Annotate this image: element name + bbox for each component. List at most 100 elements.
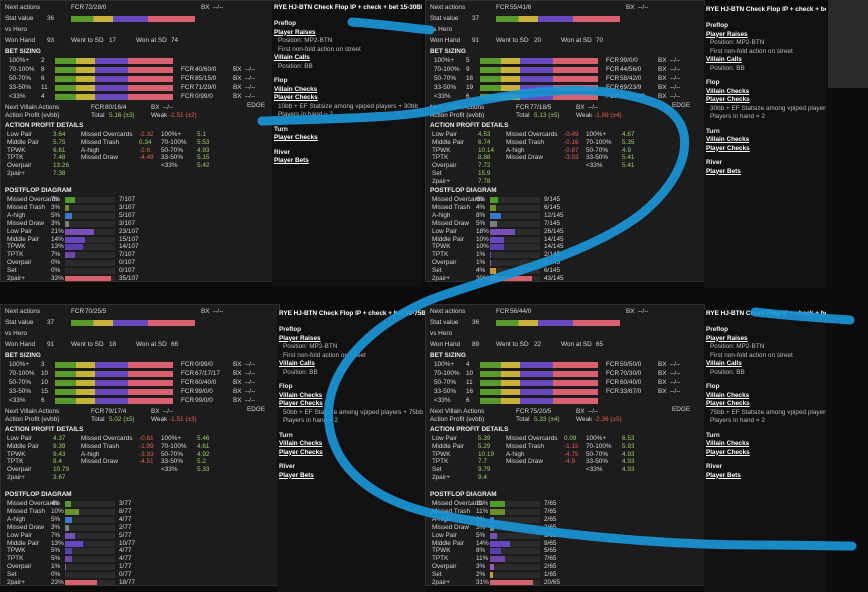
size-label: 70-100% — [434, 66, 460, 73]
value: 37 — [472, 15, 480, 22]
profit-value: -2.6 — [139, 146, 151, 154]
label: BX — [626, 308, 635, 315]
value: --/-- — [213, 308, 224, 315]
hand-bar — [490, 516, 495, 523]
size-label: <33% — [9, 93, 26, 100]
profit-value: 9.4 — [478, 474, 487, 481]
desc-section: Turn — [274, 125, 288, 133]
stats-panel: Next actions Stat value 36 vs Hero Won Hand 9… — [0, 0, 280, 282]
value: 17 — [109, 37, 117, 44]
section-title: POSTFLOP DIAGRAM — [5, 187, 72, 194]
label: Total — [516, 112, 530, 119]
profit-value: 4.93 — [622, 458, 635, 466]
pct-label: 3% — [51, 523, 61, 531]
label: Next Villain Actions — [430, 104, 485, 111]
hand-label: A-high — [7, 211, 26, 219]
sizing-bar — [71, 16, 195, 22]
value: --/-- — [638, 4, 649, 11]
profit-label: 2pair+ — [432, 177, 450, 185]
fcr-label: FCR — [606, 379, 620, 386]
size-count: 15 — [41, 388, 49, 395]
fcr-value: 85/15/0 — [195, 75, 217, 82]
fcr-label: FCR — [606, 370, 620, 377]
bar-track — [65, 548, 115, 555]
stats-panel: Next actions Stat value 37 vs Hero Won Hand 9… — [0, 304, 280, 586]
bx-label: BX — [658, 66, 667, 73]
count-label: 43/145 — [544, 275, 564, 282]
hand-bar — [490, 508, 506, 515]
desc-section: Flop — [706, 79, 720, 86]
profit-label: Middle Pair — [7, 442, 39, 450]
sizing-bar — [55, 94, 173, 100]
desc-title: RYE HJ-BTN Check Flop IP + check + bet 5… — [279, 310, 427, 317]
profit-value: 9.79 — [478, 466, 491, 474]
size-count: 6 — [466, 397, 470, 404]
value: 70 — [596, 37, 604, 44]
fcr-value: 99/0/0 — [195, 388, 213, 395]
profit-value: 4.9 — [622, 146, 631, 154]
sizing-bar — [55, 380, 173, 386]
size-count: 19 — [466, 84, 474, 91]
label: vs Hero — [5, 330, 28, 337]
desc-detail: Players in hand = 2 — [283, 417, 338, 424]
hand-label: Missed Draw — [7, 219, 44, 227]
value: 36 — [47, 15, 55, 22]
pct-label: 14% — [476, 539, 489, 547]
fcr-value: 0/99/0 — [195, 93, 213, 100]
pct-label: 5% — [476, 531, 486, 539]
bx-value: --/-- — [670, 66, 681, 73]
bx-label: BX — [658, 84, 667, 91]
hand-bar — [65, 556, 72, 563]
label: FCR — [496, 308, 510, 315]
count-label: 15/107 — [119, 235, 139, 243]
desc-detail: Position: MP2-BTN — [710, 39, 765, 46]
count-label: 3/77 — [119, 500, 132, 507]
value: 89 — [472, 341, 480, 348]
value: 79/17/4 — [105, 408, 127, 415]
profit-value: 7.72 — [478, 162, 491, 170]
profit-value: 5.75 — [53, 138, 66, 146]
bar-track — [65, 244, 115, 251]
hand-label: TPWK — [432, 243, 451, 251]
profit-label: Low Pair — [432, 131, 457, 138]
hand-label: Missed Draw — [7, 523, 44, 531]
fcr-label: FCR — [606, 57, 620, 64]
profit-value: 7.7 — [478, 458, 487, 466]
pct-label: 1% — [476, 259, 486, 267]
label: FCR — [71, 308, 85, 315]
hand-label: TPTK — [7, 555, 24, 563]
sizing-bar — [496, 16, 620, 22]
desc-detail: First non-fold action on street — [278, 45, 361, 53]
size-count: 9 — [466, 66, 470, 73]
fcr-label: FCR — [181, 93, 195, 100]
bx-value: --/-- — [245, 388, 256, 395]
size-label: 70-100% — [9, 66, 35, 73]
bx-label: BX — [233, 397, 242, 404]
pct-label: 3% — [476, 523, 486, 531]
profit-value: 5.29 — [478, 442, 491, 450]
bx-label: BX — [233, 66, 242, 73]
desc-detail: Position: BB — [283, 368, 318, 376]
profit-label: 50-70% — [586, 450, 609, 458]
hand-label: Missed Trash — [7, 507, 46, 515]
hand-bar — [65, 540, 84, 547]
value: 66 — [171, 341, 179, 348]
edge-label: EDGE — [247, 406, 266, 413]
pct-label: 5% — [51, 547, 61, 555]
profit-label: <33% — [586, 162, 603, 170]
label: Weak — [151, 112, 168, 119]
hand-label: A-high — [432, 515, 451, 523]
desc-detail: Players in hand = 2 — [710, 417, 765, 424]
profit-label: TPTK — [432, 458, 449, 466]
bar-track — [490, 564, 540, 571]
count-label: 4/77 — [119, 515, 132, 523]
label: Weak — [151, 416, 168, 423]
profit-value: 5.39 — [478, 435, 491, 442]
profit-label: Missed Overcards — [81, 435, 133, 442]
profit-label: Middle Pair — [432, 138, 464, 146]
desc-action: Player Bets — [706, 471, 741, 479]
pct-label: 5% — [51, 555, 61, 563]
label: Action Profit (evbb) — [5, 112, 60, 119]
pct-label: 11% — [476, 500, 489, 507]
fcr-value: 40/60/0 — [195, 66, 217, 73]
